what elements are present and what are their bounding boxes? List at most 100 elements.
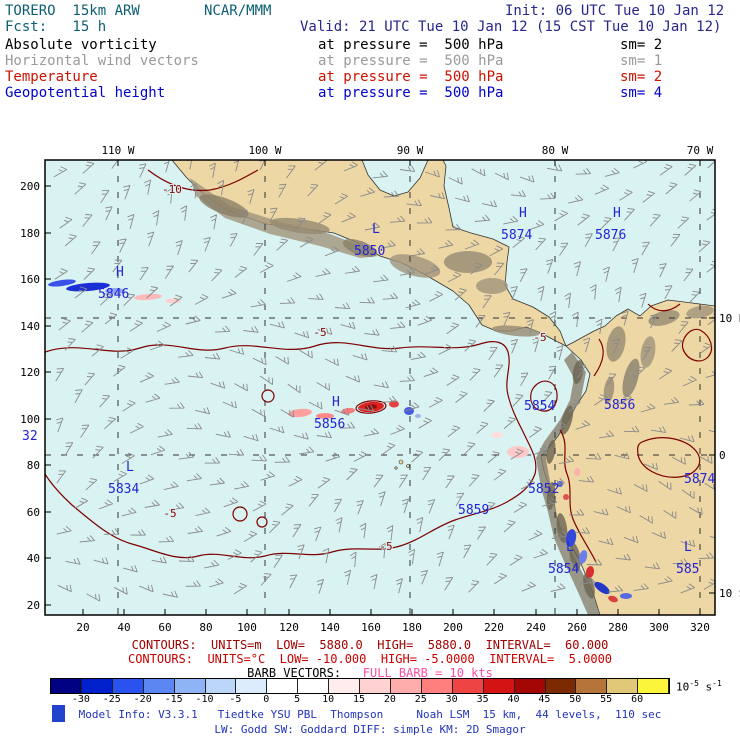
- colorbar-segment: [81, 679, 113, 693]
- colorbar-segment: [298, 679, 330, 693]
- field-smooth: sm= 2: [620, 69, 663, 85]
- field-name: Horizontal wind vectors: [5, 53, 199, 69]
- colorbar-tick-label: 10: [322, 694, 335, 705]
- height-center-label: 5850: [354, 244, 385, 259]
- barb-vector-label: BARB VECTORS:: [247, 666, 342, 680]
- colorbar-segment: [236, 679, 268, 693]
- x-axis-label: 40: [117, 621, 130, 634]
- y-axis-label: 80: [27, 459, 40, 472]
- colorbar-tick-label: 15: [352, 694, 366, 705]
- height-center-label: 585: [676, 562, 699, 577]
- colorbar-tick-label: 35: [476, 694, 489, 705]
- height-center-label: 5852: [528, 482, 559, 497]
- x-axis-label: 60: [158, 621, 171, 634]
- height-center-label: 5846: [98, 287, 129, 302]
- height-center-label: 5859: [458, 503, 489, 518]
- model-info-marker: [52, 705, 65, 722]
- colorbar-tick-label: 50: [569, 694, 582, 705]
- colorbar-tick-label: -15: [164, 694, 183, 705]
- x-axis-label: 260: [567, 621, 587, 634]
- colorbar-tick-label: 55: [600, 694, 613, 705]
- colorbar-tick-label: -25: [102, 694, 121, 705]
- valid-time: Valid: 21 UTC Tue 10 Jan 12 (15 CST Tue …: [300, 19, 722, 35]
- galapagos-islands: [394, 459, 410, 470]
- unit-base: 10: [676, 680, 690, 694]
- colorbar-tick-label: -30: [71, 694, 90, 705]
- y-axis-label: 200: [20, 180, 40, 193]
- field-smooth: sm= 2: [620, 37, 663, 53]
- height-center-label: L: [372, 222, 380, 237]
- height-center-label: 5856: [314, 417, 345, 432]
- longitude-label: 90 W: [397, 144, 424, 157]
- y-axis-label: 100: [20, 413, 40, 426]
- colorbar-tick-label: 45: [538, 694, 551, 705]
- y-axis-label: 40: [27, 552, 40, 565]
- model-title: TORERO 15km ARW: [5, 3, 140, 19]
- colorbar-segment: [483, 679, 515, 693]
- colorbar-unit: 10-5 s-1: [676, 679, 722, 694]
- axis-labels: 20 40 60 80 100 120 140 160 180 200 220 240 260 280 30…: [20, 144, 740, 634]
- model-info-line1: Model Info: V3.3.1 Tiedtke YSU PBL Thomp…: [78, 708, 662, 721]
- x-axis-label: 300: [649, 621, 669, 634]
- barb-vector-info: BARB VECTORS: FULL BARB = 10 kts: [0, 666, 740, 680]
- map-frame: [44, 159, 716, 616]
- fcst-time: Fcst: 15 h: [5, 19, 107, 35]
- latitude-label: 10 N: [719, 312, 740, 325]
- colorbar-tick-label: 25: [414, 694, 427, 705]
- temperature-contour-label: -5: [313, 326, 326, 339]
- field-level: at pressure = 500 hPa: [318, 37, 504, 53]
- unit-exponent2: -1: [712, 679, 722, 688]
- x-axis-label: 220: [484, 621, 504, 634]
- colorbar-segment: [421, 679, 453, 693]
- height-center-label: H: [519, 206, 527, 221]
- colorbar-segment: [390, 679, 422, 693]
- temperature-contours: [45, 169, 713, 563]
- field-smooth: sm= 4: [620, 85, 663, 101]
- vorticity-colorbar: [50, 678, 670, 694]
- field-row-wind: Horizontal wind vectors at pressure = 50…: [0, 53, 740, 69]
- latitude-label: 0: [719, 449, 726, 462]
- model-info-line2: LW: Godd SW: Goddard DIFF: simple KM: 2D…: [214, 723, 526, 736]
- colorbar-segment: [452, 679, 484, 693]
- colorbar-segment: [267, 679, 299, 693]
- header-row-2: Fcst: 15 h Valid: 21 UTC Tue 10 Jan 12 (…: [0, 19, 740, 35]
- temperature-contour-label: -5: [163, 507, 176, 520]
- field-name: Geopotential height: [5, 85, 166, 101]
- colorbar-segment: [143, 679, 175, 693]
- colorbar-segment: [51, 679, 82, 693]
- colorbar-segment: [607, 679, 639, 693]
- wind-barbs-layer: [53, 160, 715, 602]
- height-center-label: L: [684, 540, 692, 555]
- contour-labels: -10 -5 -5 -5 -5: [161, 182, 548, 554]
- height-center-label: 5876: [595, 228, 626, 243]
- y-axis-label: 120: [20, 366, 40, 379]
- wind-barbs: [53, 160, 715, 602]
- unit-base2: s: [698, 680, 713, 694]
- y-axis-label: 20: [27, 599, 40, 612]
- field-smooth: sm= 1: [620, 53, 663, 69]
- height-center-label: 5854: [524, 399, 555, 414]
- colorbar-tick-label: 40: [507, 694, 520, 705]
- field-level: at pressure = 500 hPa: [318, 85, 504, 101]
- colorbar-tick-label: 30: [445, 694, 458, 705]
- x-axis-label: 320: [690, 621, 710, 634]
- colorbar-tick-label: -10: [195, 694, 214, 705]
- org-label: NCAR/MMM: [204, 3, 272, 19]
- x-axis-label: 140: [320, 621, 340, 634]
- height-center-label: L: [566, 540, 574, 555]
- temperature-contour-label: -5: [379, 540, 392, 553]
- contour-info-temperature: CONTOURS: UNITS=°C LOW= -10.000 HIGH= -5…: [127, 652, 613, 666]
- colorbar-tick-label: -5: [229, 694, 242, 705]
- longitude-label: 100 W: [248, 144, 281, 157]
- height-center-label: L: [126, 460, 134, 475]
- barb-vector-value: FULL BARB = 10 kts: [341, 666, 493, 680]
- header-row-1: TORERO 15km ARW NCAR/MMM Init: 06 UTC Tu…: [0, 3, 740, 19]
- terrain-shading: [190, 178, 714, 615]
- longitude-label: 110 W: [101, 144, 134, 157]
- field-row-height: Geopotential height at pressure = 500 hP…: [0, 85, 740, 101]
- colorbar-segment: [205, 679, 237, 693]
- x-axis-label: 200: [443, 621, 463, 634]
- init-time: Init: 06 UTC Tue 10 Jan 12: [505, 3, 725, 19]
